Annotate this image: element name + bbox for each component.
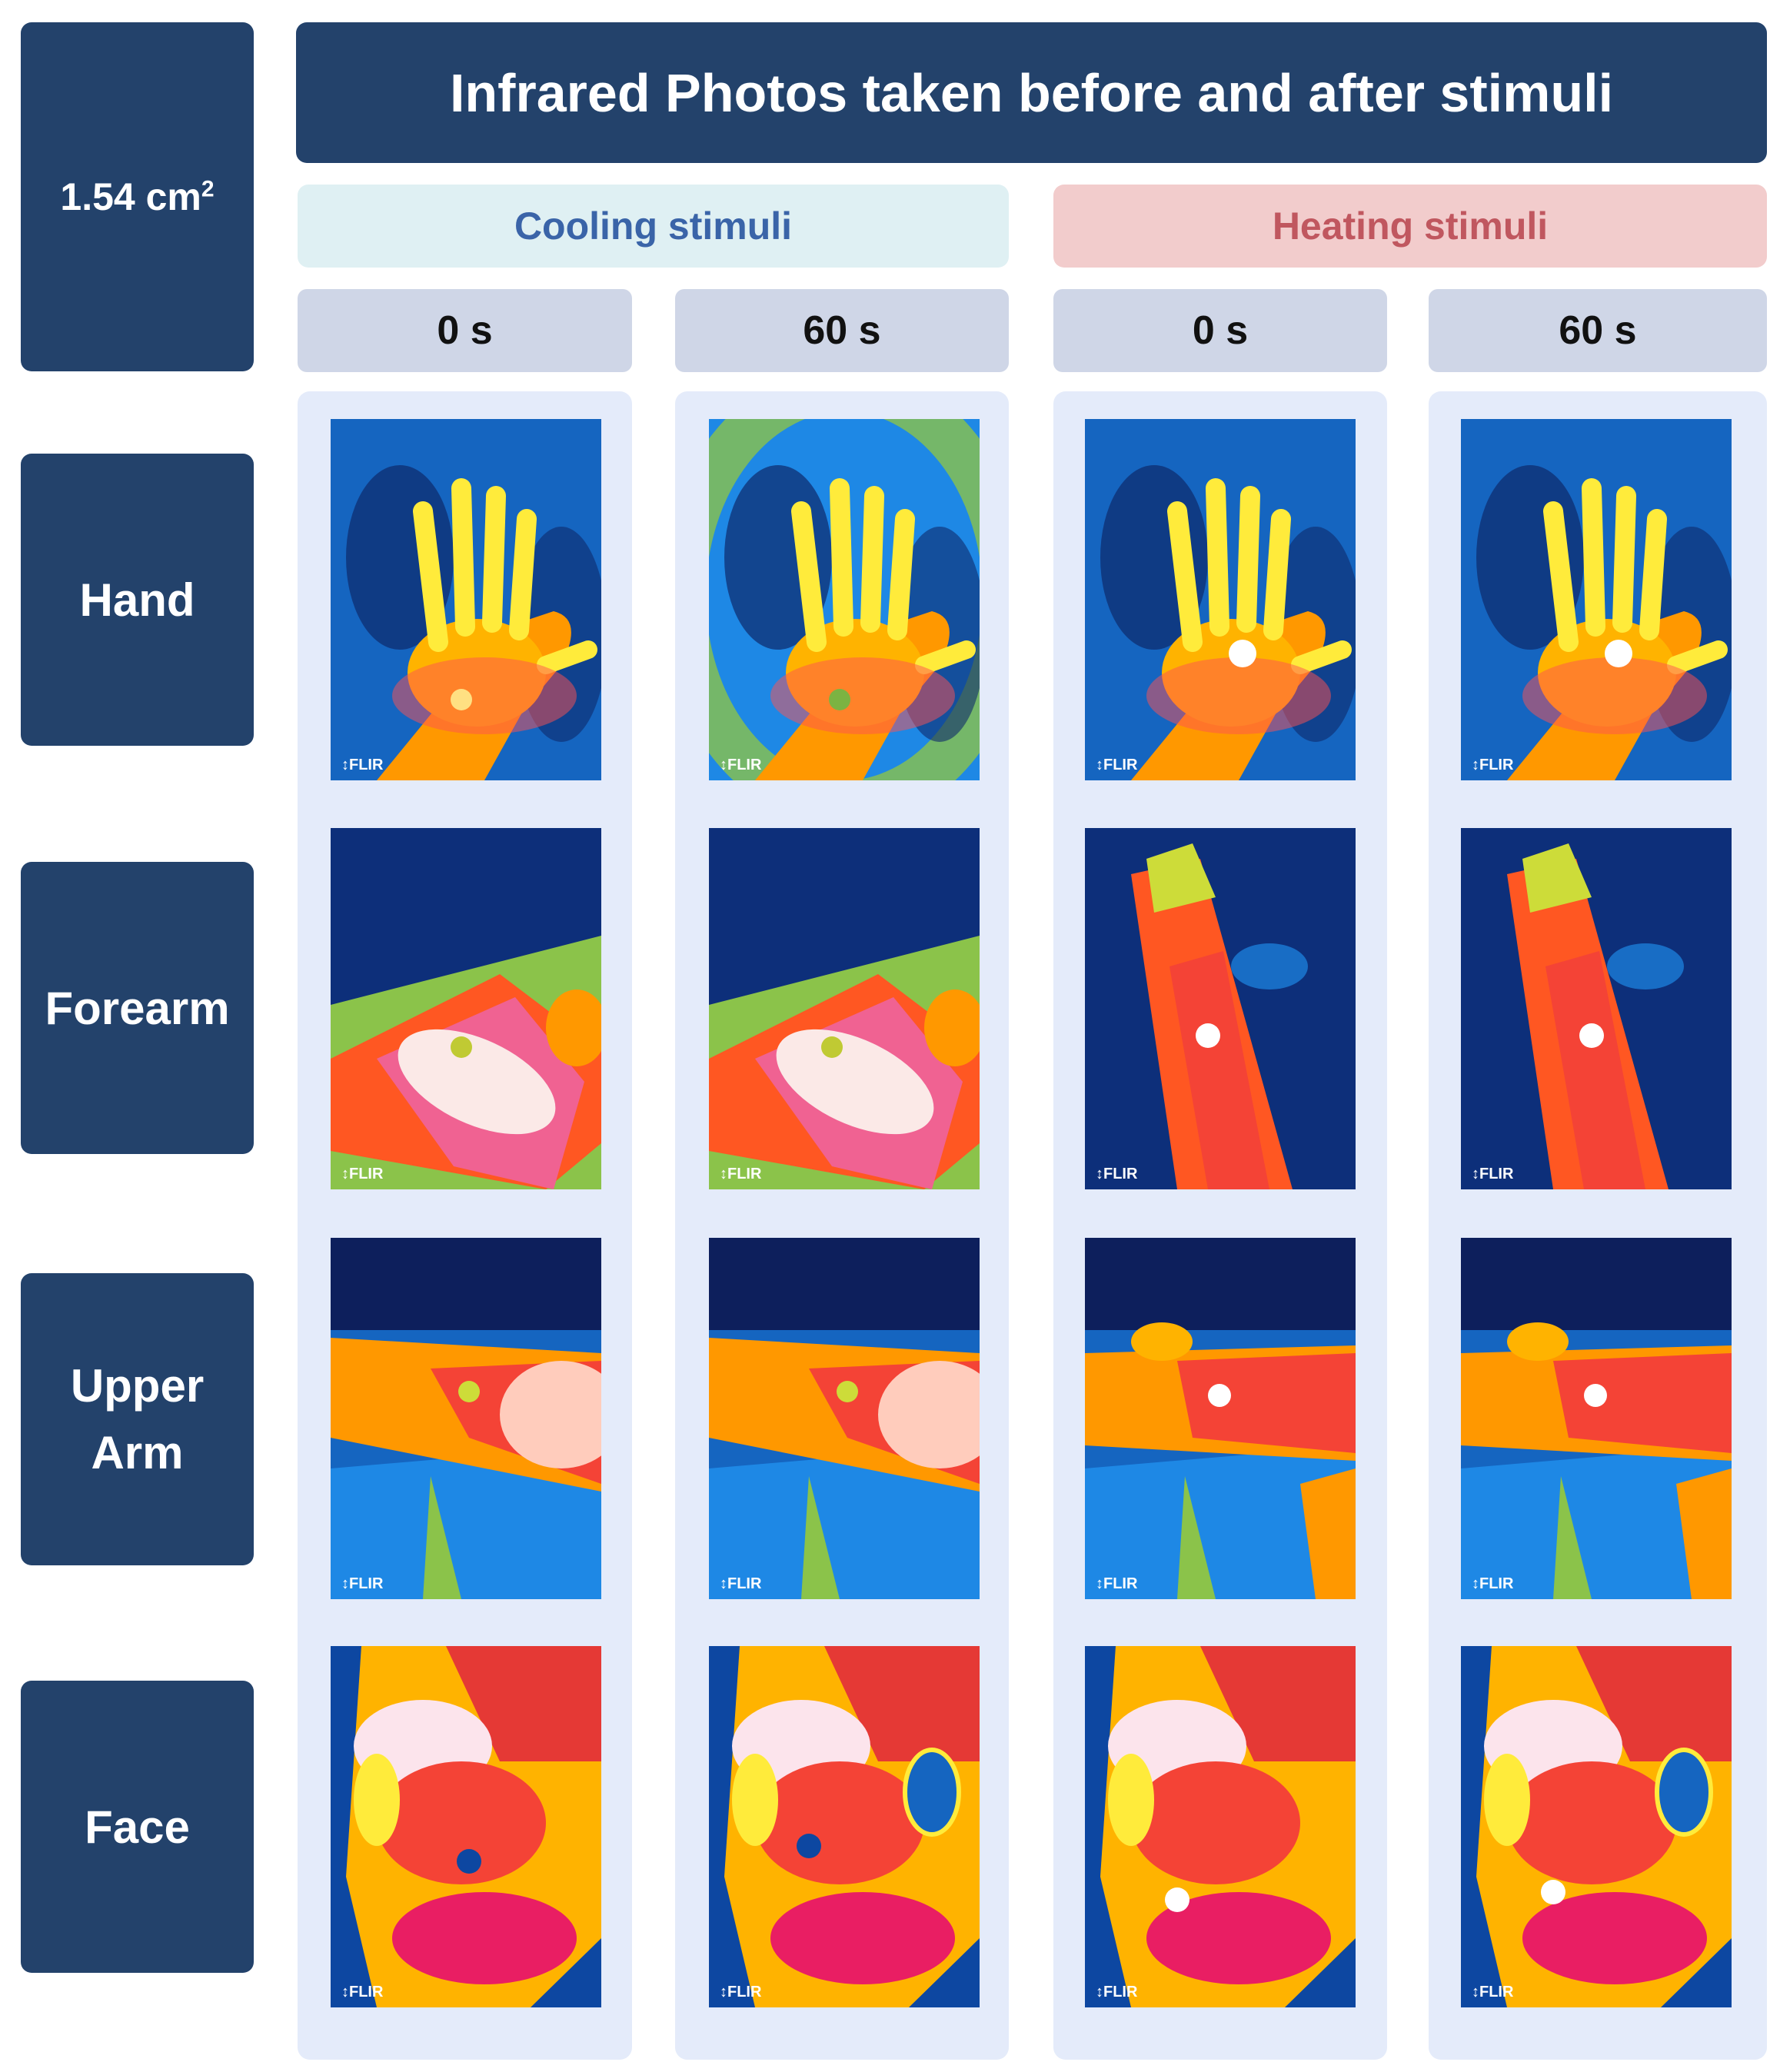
flir-watermark: ↕FLIR	[1096, 757, 1138, 773]
time-header-heat-60s: 60 s	[1429, 289, 1767, 372]
thermal-image-face-heat-0s: ↕FLIR	[1085, 1646, 1356, 2007]
time-header-cool-60s: 60 s	[675, 289, 1009, 372]
thermal-image-hand-cool-60s: ↕FLIR	[709, 419, 980, 780]
flir-watermark: ↕FLIR	[341, 1984, 384, 2000]
thermal-image-face-heat-60s: ↕FLIR	[1461, 1646, 1732, 2007]
area-value: 1.54 cm2	[60, 175, 215, 218]
thermal-image-forearm-heat-60s: ↕FLIR	[1461, 828, 1732, 1189]
flir-watermark: ↕FLIR	[341, 1575, 384, 1592]
flir-watermark: ↕FLIR	[1096, 1166, 1138, 1182]
flir-watermark: ↕FLIR	[720, 757, 762, 773]
thermal-image-upper-arm-heat-60s: ↕FLIR	[1461, 1238, 1732, 1599]
thermal-image-face-cool-0s: ↕FLIR	[331, 1646, 601, 2007]
flir-watermark: ↕FLIR	[720, 1984, 762, 2000]
thermal-image-hand-heat-60s: ↕FLIR	[1461, 419, 1732, 780]
flir-watermark: ↕FLIR	[1096, 1575, 1138, 1592]
thermal-image-upper-arm-heat-0s: ↕FLIR	[1085, 1238, 1356, 1599]
cooling-stimuli-header: Cooling stimuli	[298, 185, 1009, 268]
row-label-face: Face	[21, 1681, 254, 1973]
figure-title: Infrared Photos taken before and after s…	[296, 22, 1767, 163]
thermal-image-forearm-cool-0s: ↕FLIR	[331, 828, 601, 1189]
flir-watermark: ↕FLIR	[341, 757, 384, 773]
thermal-image-face-cool-60s: ↕FLIR	[709, 1646, 980, 2007]
thermal-image-hand-heat-0s: ↕FLIR	[1085, 419, 1356, 780]
time-header-cool-0s: 0 s	[298, 289, 632, 372]
area-label-box: 1.54 cm2	[21, 22, 254, 371]
flir-watermark: ↕FLIR	[1472, 1575, 1514, 1592]
flir-watermark: ↕FLIR	[1096, 1984, 1138, 2000]
thermal-image-upper-arm-cool-60s: ↕FLIR	[709, 1238, 980, 1599]
flir-watermark: ↕FLIR	[720, 1575, 762, 1592]
thermal-image-hand-cool-0s: ↕FLIR	[331, 419, 601, 780]
thermal-image-upper-arm-cool-0s: ↕FLIR	[331, 1238, 601, 1599]
thermal-image-forearm-cool-60s: ↕FLIR	[709, 828, 980, 1189]
flir-watermark: ↕FLIR	[341, 1166, 384, 1182]
row-label-upper-arm: Upper Arm	[21, 1273, 254, 1565]
heating-stimuli-header: Heating stimuli	[1053, 185, 1767, 268]
time-header-heat-0s: 0 s	[1053, 289, 1387, 372]
flir-watermark: ↕FLIR	[1472, 1984, 1514, 2000]
row-label-hand: Hand	[21, 454, 254, 746]
flir-watermark: ↕FLIR	[720, 1166, 762, 1182]
flir-watermark: ↕FLIR	[1472, 757, 1514, 773]
thermal-image-forearm-heat-0s: ↕FLIR	[1085, 828, 1356, 1189]
flir-watermark: ↕FLIR	[1472, 1166, 1514, 1182]
row-label-forearm: Forearm	[21, 862, 254, 1154]
